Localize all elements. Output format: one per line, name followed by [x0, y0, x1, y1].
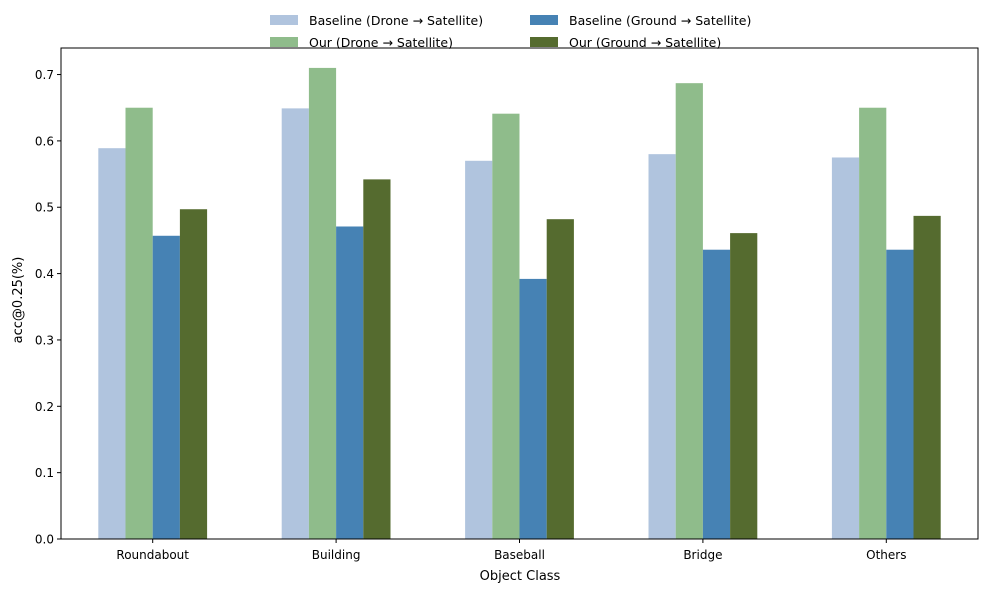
bar-3-roundabout: [152, 235, 180, 539]
y-tick-label: 0.2: [35, 400, 54, 414]
bar-2-others: [859, 107, 887, 539]
bar-1-bridge: [648, 154, 676, 539]
bar-4-others: [913, 215, 941, 539]
y-axis-label: acc@0.25(%): [11, 257, 26, 344]
x-tick-label: Roundabout: [116, 548, 189, 562]
y-tick-label: 0.5: [35, 201, 54, 215]
x-tick-label: Building: [312, 548, 361, 562]
bar-1-building: [281, 108, 309, 539]
legend-label: Our (Drone → Satellite): [309, 35, 453, 50]
x-tick-label: Bridge: [683, 548, 722, 562]
y-tick-label: 0.0: [35, 533, 54, 547]
bar-4-baseball: [546, 219, 574, 539]
axes: 0.0 0.1 0.2 0.3 0.4 0.5 0.6 0.7 Roundabout Buildi…: [35, 47, 979, 562]
legend-swatch: [270, 37, 298, 47]
x-tick-label: Baseball: [494, 548, 545, 562]
legend-label: Our (Ground → Satellite): [569, 35, 721, 50]
y-tick-label: 0.4: [35, 267, 54, 281]
legend-label: Baseline (Drone → Satellite): [309, 13, 483, 28]
bar-3-building: [336, 226, 364, 540]
y-tick-label: 0.7: [35, 68, 54, 82]
x-tick-label: Others: [866, 548, 906, 562]
bars: [98, 67, 941, 540]
bar-4-building: [363, 179, 391, 539]
bar-2-bridge: [675, 83, 703, 540]
y-tick-label: 0.6: [35, 134, 54, 148]
bar-3-bridge: [702, 249, 731, 539]
legend: Baseline (Drone → Satellite) Our (Drone →…: [270, 13, 751, 50]
bar-1-roundabout: [98, 148, 126, 539]
legend-swatch: [270, 15, 298, 25]
bar-3-baseball: [519, 278, 547, 539]
legend-swatch: [530, 15, 558, 25]
bar-1-baseball: [465, 160, 493, 540]
y-tick-label: 0.1: [35, 466, 54, 480]
legend-swatch: [530, 37, 558, 47]
bar-2-roundabout: [125, 107, 153, 539]
legend-label: Baseline (Ground → Satellite): [569, 13, 751, 28]
bar-2-baseball: [492, 113, 520, 539]
bar-4-bridge: [730, 233, 758, 539]
bar-2-building: [308, 67, 337, 539]
bar-4-roundabout: [179, 209, 208, 540]
bar-3-others: [886, 249, 914, 539]
y-tick-label: 0.3: [35, 333, 54, 347]
bar-1-others: [831, 157, 860, 540]
x-axis-label: Object Class: [480, 569, 561, 584]
